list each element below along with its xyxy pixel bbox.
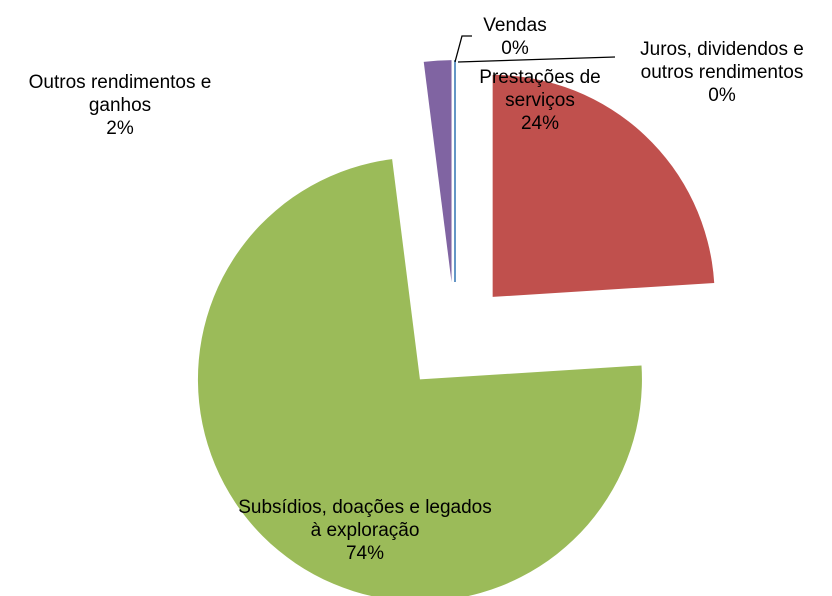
leader-line (457, 56, 616, 63)
category-name: Outros rendimentos e ganhos (28, 72, 212, 116)
pie-slice (492, 74, 715, 297)
slice-label: Outros rendimentos e ganhos 2% (0, 71, 240, 140)
category-name: Subsídios, doações e legados à exploraçã… (238, 497, 492, 541)
category-name: Vendas (483, 15, 547, 36)
pie-slice (423, 60, 452, 283)
slice-label: Prestações de serviços 24% (460, 66, 620, 135)
slice-label: Vendas 0% (440, 14, 590, 60)
category-name: Juros, dividendos e outros rendimentos (640, 39, 804, 83)
category-name: Prestações de serviços (479, 67, 601, 111)
pie-slice (197, 159, 642, 596)
leader-line (454, 35, 472, 63)
value-label: 24% (520, 113, 560, 134)
value-label: 0% (501, 38, 529, 59)
slice-label: Juros, dividendos e outros rendimentos 0% (612, 38, 832, 107)
value-label: 0% (708, 85, 736, 106)
value-label: 2% (106, 118, 134, 139)
slice-label: Subsídios, doações e legados à exploraçã… (235, 496, 495, 565)
value-label: 74% (345, 543, 385, 564)
